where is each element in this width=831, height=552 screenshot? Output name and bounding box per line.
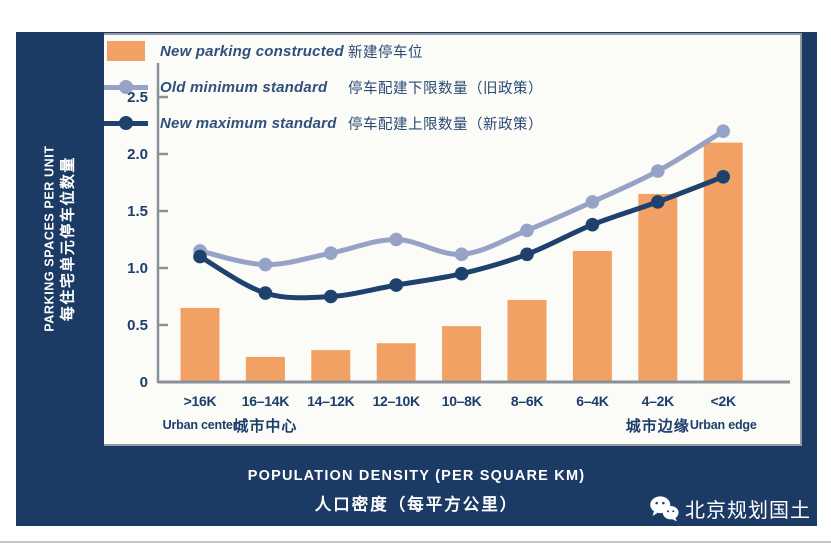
- legend-dot-new: [119, 116, 133, 130]
- point-new-maximum-standard: [324, 289, 338, 304]
- x-tick-label: 10–8K: [442, 393, 482, 409]
- legend-item-new-maximum: New maximum standard 停车配建上限数量（新政策）: [104, 112, 543, 134]
- legend-item-old-minimum: Old minimum standard 停车配建下限数量（旧政策）: [104, 76, 543, 98]
- point-new-maximum-standard: [585, 217, 600, 232]
- point-new-maximum-standard: [258, 286, 273, 300]
- legend-label-en: New parking constructed: [160, 42, 344, 60]
- x-tick-sublabel: Urban edge: [690, 418, 757, 432]
- y-axis-title-text: PARKING SPACES PER UNIT 每住宅单元停车位数量: [41, 146, 78, 332]
- x-tick-label: 14–12K: [307, 393, 354, 409]
- point-new-maximum-standard: [454, 266, 469, 281]
- bottom-divider: [0, 541, 831, 543]
- point-old-minimum-standard: [258, 257, 273, 272]
- x-tick-label: 4–2K: [642, 393, 674, 409]
- x-tick-sublabel: Urban center: [163, 418, 238, 432]
- point-old-minimum-standard: [585, 195, 600, 209]
- y-tick-label: 1.5: [127, 203, 148, 220]
- point-new-maximum-standard: [716, 170, 730, 184]
- legend-line-sample-new: [104, 116, 148, 130]
- y-axis-title-en: PARKING SPACES PER UNIT: [42, 145, 57, 333]
- bar-12-10k: [376, 343, 416, 382]
- footer-logo: 北京规划国土: [649, 492, 811, 524]
- point-old-minimum-standard: [324, 246, 338, 260]
- bar-16-14k: [245, 356, 285, 382]
- bar-8-6k: [507, 299, 547, 382]
- point-old-minimum-standard: [651, 164, 665, 178]
- legend-label-en: Old minimum standard: [160, 78, 328, 96]
- y-tick-label: 0.5: [127, 317, 148, 334]
- y-tick-label: 1.0: [127, 260, 148, 277]
- chart-area: 0 0.5 1.0 1.5 2.0 2.5 >16K Urban center 16–14K 城市…: [104, 33, 802, 446]
- point-new-maximum-standard: [389, 278, 404, 292]
- x-tick-label: >16K: [184, 393, 217, 409]
- x-axis-title-en: POPULATION DENSITY (PER SQUARE KM): [247, 468, 586, 484]
- legend-label-zh: 停车配建上限数量（新政策）: [348, 116, 543, 133]
- y-tick-label: 2.5: [127, 89, 148, 106]
- y-axis-title: PARKING SPACES PER UNIT 每住宅单元停车位数量: [16, 32, 104, 446]
- legend-dot-old: [119, 80, 133, 94]
- x-axis-title: POPULATION DENSITY (PER SQUARE KM) 人口密度（…: [16, 468, 817, 515]
- x-tick-sublabel: 城市边缘: [626, 417, 690, 435]
- legend-marker: [104, 41, 148, 61]
- legend-swatch-bar: [107, 41, 145, 61]
- x-tick-sublabel: 城市中心: [233, 417, 297, 435]
- x-tick-label: 6–4K: [576, 393, 608, 409]
- point-new-maximum-standard: [193, 249, 207, 264]
- x-tick-label: 8–6K: [511, 393, 543, 409]
- y-tick-label: 0: [140, 374, 148, 391]
- wechat-icon: [650, 495, 679, 521]
- legend-label-zh: 停车配建下限数量（旧政策）: [348, 80, 543, 97]
- footer-logo-text: 北京规划国土: [685, 499, 811, 522]
- legend-line-sample-old: [104, 80, 148, 94]
- x-tick-label: 16–14K: [242, 393, 289, 409]
- chart-svg: 0 0.5 1.0 1.5 2.0 2.5 >16K Urban center 16–14K 城市…: [127, 63, 790, 435]
- legend: New parking constructed 新建停车位 Old minimu…: [104, 40, 543, 148]
- point-new-maximum-standard: [651, 195, 665, 209]
- x-tick-label: 12–10K: [373, 393, 420, 409]
- legend-label-zh: 新建停车位: [348, 44, 423, 61]
- point-old-minimum-standard: [389, 232, 404, 247]
- bar-16k: [180, 307, 220, 382]
- bar-10-8k: [442, 326, 482, 382]
- point-new-maximum-standard: [520, 247, 534, 262]
- x-axis-title-zh: 人口密度（每平方公里）: [314, 496, 519, 514]
- legend-item-new-parking: New parking constructed 新建停车位: [104, 40, 543, 62]
- legend-marker: [104, 116, 148, 130]
- y-axis-title-zh: 每住宅单元停车位数量: [59, 156, 77, 322]
- point-old-minimum-standard: [716, 124, 730, 138]
- point-old-minimum-standard: [520, 223, 534, 238]
- bar-6-4k: [572, 250, 612, 382]
- x-tick-label: <2K: [711, 393, 736, 409]
- legend-label-en: New maximum standard: [160, 114, 337, 132]
- legend-marker: [104, 80, 148, 94]
- point-old-minimum-standard: [454, 247, 469, 262]
- bar-4-2k: [638, 193, 678, 382]
- bar-14-12k: [311, 350, 351, 382]
- y-tick-label: 2.0: [127, 146, 148, 163]
